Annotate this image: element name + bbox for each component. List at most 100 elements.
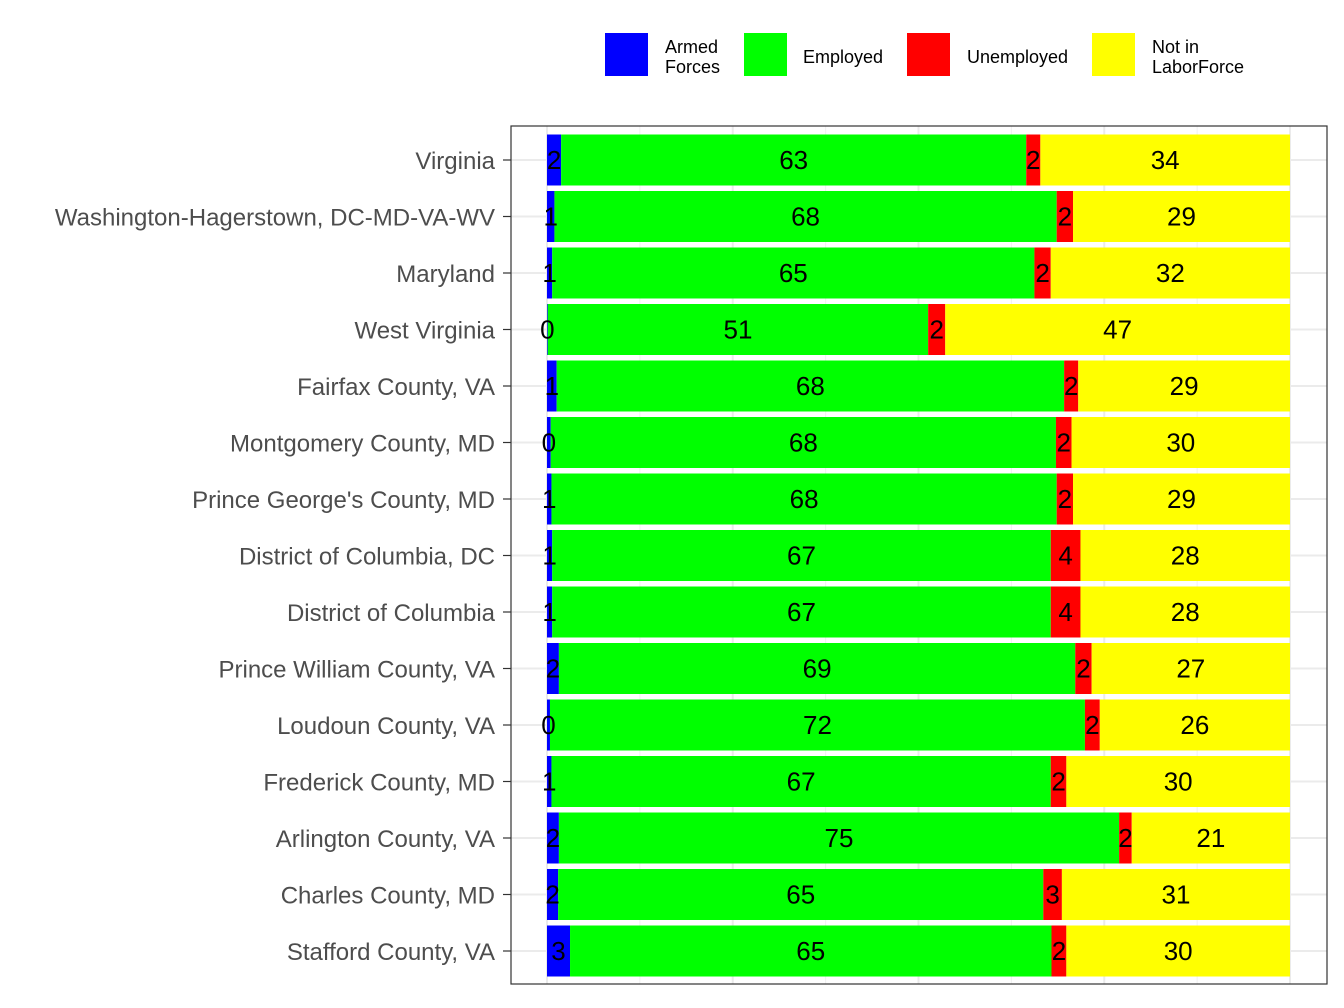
data-label: 68 bbox=[790, 484, 819, 514]
bar-segment bbox=[547, 925, 571, 977]
bar-segment bbox=[549, 699, 1085, 751]
bar-segment bbox=[1066, 756, 1290, 807]
bar-segment bbox=[1050, 756, 1067, 807]
data-label: 34 bbox=[1151, 145, 1180, 175]
bar-segment bbox=[1050, 530, 1081, 581]
y-tick-label: Virginia bbox=[415, 148, 495, 175]
data-label: 29 bbox=[1170, 371, 1199, 401]
bar-segment bbox=[552, 586, 1051, 638]
y-tick-label: Arlington County, VA bbox=[276, 826, 495, 853]
legend-label: LaborForce bbox=[1152, 57, 1244, 77]
plot-panel: 2 63 2 341 68 2 291 65 2 320 51 2 471 68 2 290 68 2 301 68 2… bbox=[510, 125, 1328, 985]
data-label: 30 bbox=[1166, 428, 1195, 458]
data-label: 0 bbox=[542, 428, 556, 458]
y-tick-label: West Virginia bbox=[354, 318, 495, 345]
value-labels: 2 63 2 341 68 2 291 65 2 320 51 2 471 68 2 290 68 2 301 68 2… bbox=[540, 145, 1225, 966]
bar-segment bbox=[551, 756, 1051, 807]
data-label: 2 bbox=[1057, 428, 1071, 458]
bar-segment bbox=[1084, 699, 1100, 751]
legend-label: Forces bbox=[665, 57, 720, 77]
bar-segment bbox=[570, 925, 1052, 977]
data-label: 29 bbox=[1167, 202, 1196, 232]
y-tick-label: Montgomery County, MD bbox=[230, 431, 495, 458]
bar-segment bbox=[1131, 812, 1290, 864]
y-tick-label: District of Columbia bbox=[287, 600, 496, 627]
bar-segment bbox=[551, 473, 1057, 525]
y-tick-label: Washington-Hagerstown, DC-MD-VA-WV bbox=[55, 205, 495, 232]
data-label: 1 bbox=[545, 371, 559, 401]
y-tick-label: Prince William County, VA bbox=[218, 657, 495, 684]
data-label: 21 bbox=[1196, 823, 1225, 853]
data-label: 1 bbox=[542, 597, 556, 627]
data-label: 3 bbox=[551, 936, 565, 966]
data-label: 72 bbox=[803, 710, 832, 740]
bar-segment bbox=[547, 869, 559, 920]
data-label: 4 bbox=[1058, 541, 1072, 571]
data-label: 0 bbox=[540, 315, 554, 345]
legend-key bbox=[744, 33, 787, 76]
data-label: 2 bbox=[1026, 145, 1040, 175]
bar-segment bbox=[1080, 530, 1290, 581]
y-tick-label: Prince George's County, MD bbox=[192, 487, 495, 514]
data-label: 2 bbox=[1076, 654, 1090, 684]
data-label: 67 bbox=[787, 597, 816, 627]
data-label: 28 bbox=[1171, 597, 1200, 627]
data-label: 65 bbox=[796, 936, 825, 966]
bar-segment bbox=[547, 756, 552, 807]
data-label: 68 bbox=[796, 371, 825, 401]
bar-segment bbox=[554, 191, 1057, 242]
bars bbox=[547, 134, 1290, 977]
bar-segment bbox=[1073, 473, 1290, 525]
bar-segment bbox=[1043, 869, 1062, 920]
bar-segment bbox=[547, 304, 548, 355]
bar-segment bbox=[558, 869, 1044, 920]
bar-segment bbox=[1066, 925, 1290, 977]
bar-segment bbox=[552, 247, 1035, 299]
bar-segment bbox=[547, 304, 929, 355]
bar-segment bbox=[945, 304, 1290, 355]
data-label: 51 bbox=[723, 315, 752, 345]
data-label: 2 bbox=[1052, 936, 1066, 966]
bar-segment bbox=[561, 134, 1027, 186]
data-label: 29 bbox=[1167, 484, 1196, 514]
data-label: 2 bbox=[1051, 767, 1065, 797]
bar-segment bbox=[1050, 247, 1290, 299]
bar-segment bbox=[1064, 360, 1079, 412]
bar-segment bbox=[1051, 925, 1067, 977]
data-label: 1 bbox=[542, 258, 556, 288]
y-tick-label: Stafford County, VA bbox=[287, 939, 495, 966]
bar-segment bbox=[1075, 643, 1092, 694]
bar-segment bbox=[1078, 360, 1290, 412]
bar-segment bbox=[1040, 134, 1290, 186]
bar-segment bbox=[1099, 699, 1290, 751]
data-label: 2 bbox=[547, 145, 561, 175]
bar-segment bbox=[1026, 134, 1041, 186]
data-label: 4 bbox=[1058, 597, 1072, 627]
bar-segment bbox=[1119, 812, 1132, 864]
data-label: 65 bbox=[786, 880, 815, 910]
y-tick-label: Charles County, MD bbox=[281, 883, 495, 910]
y-tick-label: Loudoun County, VA bbox=[277, 713, 495, 740]
legend-key bbox=[1092, 33, 1135, 76]
legend-key bbox=[605, 33, 648, 76]
bar-segment bbox=[550, 417, 1056, 468]
y-tick-label: Frederick County, MD bbox=[263, 770, 495, 797]
data-label: 32 bbox=[1156, 258, 1185, 288]
data-label: 3 bbox=[1045, 880, 1059, 910]
data-label: 67 bbox=[787, 767, 816, 797]
data-label: 30 bbox=[1164, 767, 1193, 797]
data-label: 67 bbox=[787, 541, 816, 571]
legend-label: Armed bbox=[665, 37, 718, 57]
data-label: 2 bbox=[929, 315, 943, 345]
bar-segment bbox=[547, 643, 559, 694]
data-label: 1 bbox=[543, 202, 557, 232]
legend-label: Employed bbox=[803, 47, 883, 67]
data-label: 2 bbox=[1064, 371, 1078, 401]
bar-segment bbox=[1056, 473, 1074, 525]
data-label: 27 bbox=[1176, 654, 1205, 684]
bar-segment bbox=[1073, 191, 1290, 242]
data-label: 30 bbox=[1164, 936, 1193, 966]
y-tick-label: Fairfax County, VA bbox=[297, 374, 495, 401]
